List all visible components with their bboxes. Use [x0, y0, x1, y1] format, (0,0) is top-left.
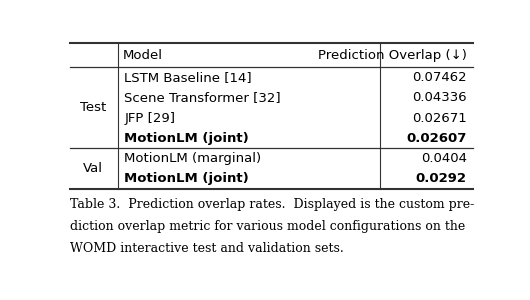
Text: 0.02671: 0.02671 — [412, 112, 467, 124]
Text: WOMD interactive test and validation sets.: WOMD interactive test and validation set… — [70, 242, 344, 255]
Text: 0.04336: 0.04336 — [412, 91, 467, 104]
Text: LSTM Baseline [14]: LSTM Baseline [14] — [124, 71, 252, 84]
Text: MotionLM (joint): MotionLM (joint) — [124, 132, 249, 145]
Text: Table 3.  Prediction overlap rates.  Displayed is the custom pre-: Table 3. Prediction overlap rates. Displ… — [70, 198, 474, 212]
Text: JFP [29]: JFP [29] — [124, 112, 175, 124]
Text: 0.0404: 0.0404 — [421, 152, 467, 165]
Text: 0.07462: 0.07462 — [412, 71, 467, 84]
Text: 0.02607: 0.02607 — [407, 132, 467, 145]
Text: Model: Model — [123, 49, 163, 62]
Text: diction overlap metric for various model configurations on the: diction overlap metric for various model… — [70, 220, 466, 233]
Text: MotionLM (marginal): MotionLM (marginal) — [124, 152, 261, 165]
Text: Prediction Overlap (↓): Prediction Overlap (↓) — [318, 49, 467, 62]
Text: Scene Transformer [32]: Scene Transformer [32] — [124, 91, 281, 104]
Text: 0.0292: 0.0292 — [416, 172, 467, 185]
Text: Test: Test — [80, 101, 106, 114]
Text: Val: Val — [83, 162, 103, 175]
Text: MotionLM (joint): MotionLM (joint) — [124, 172, 249, 185]
